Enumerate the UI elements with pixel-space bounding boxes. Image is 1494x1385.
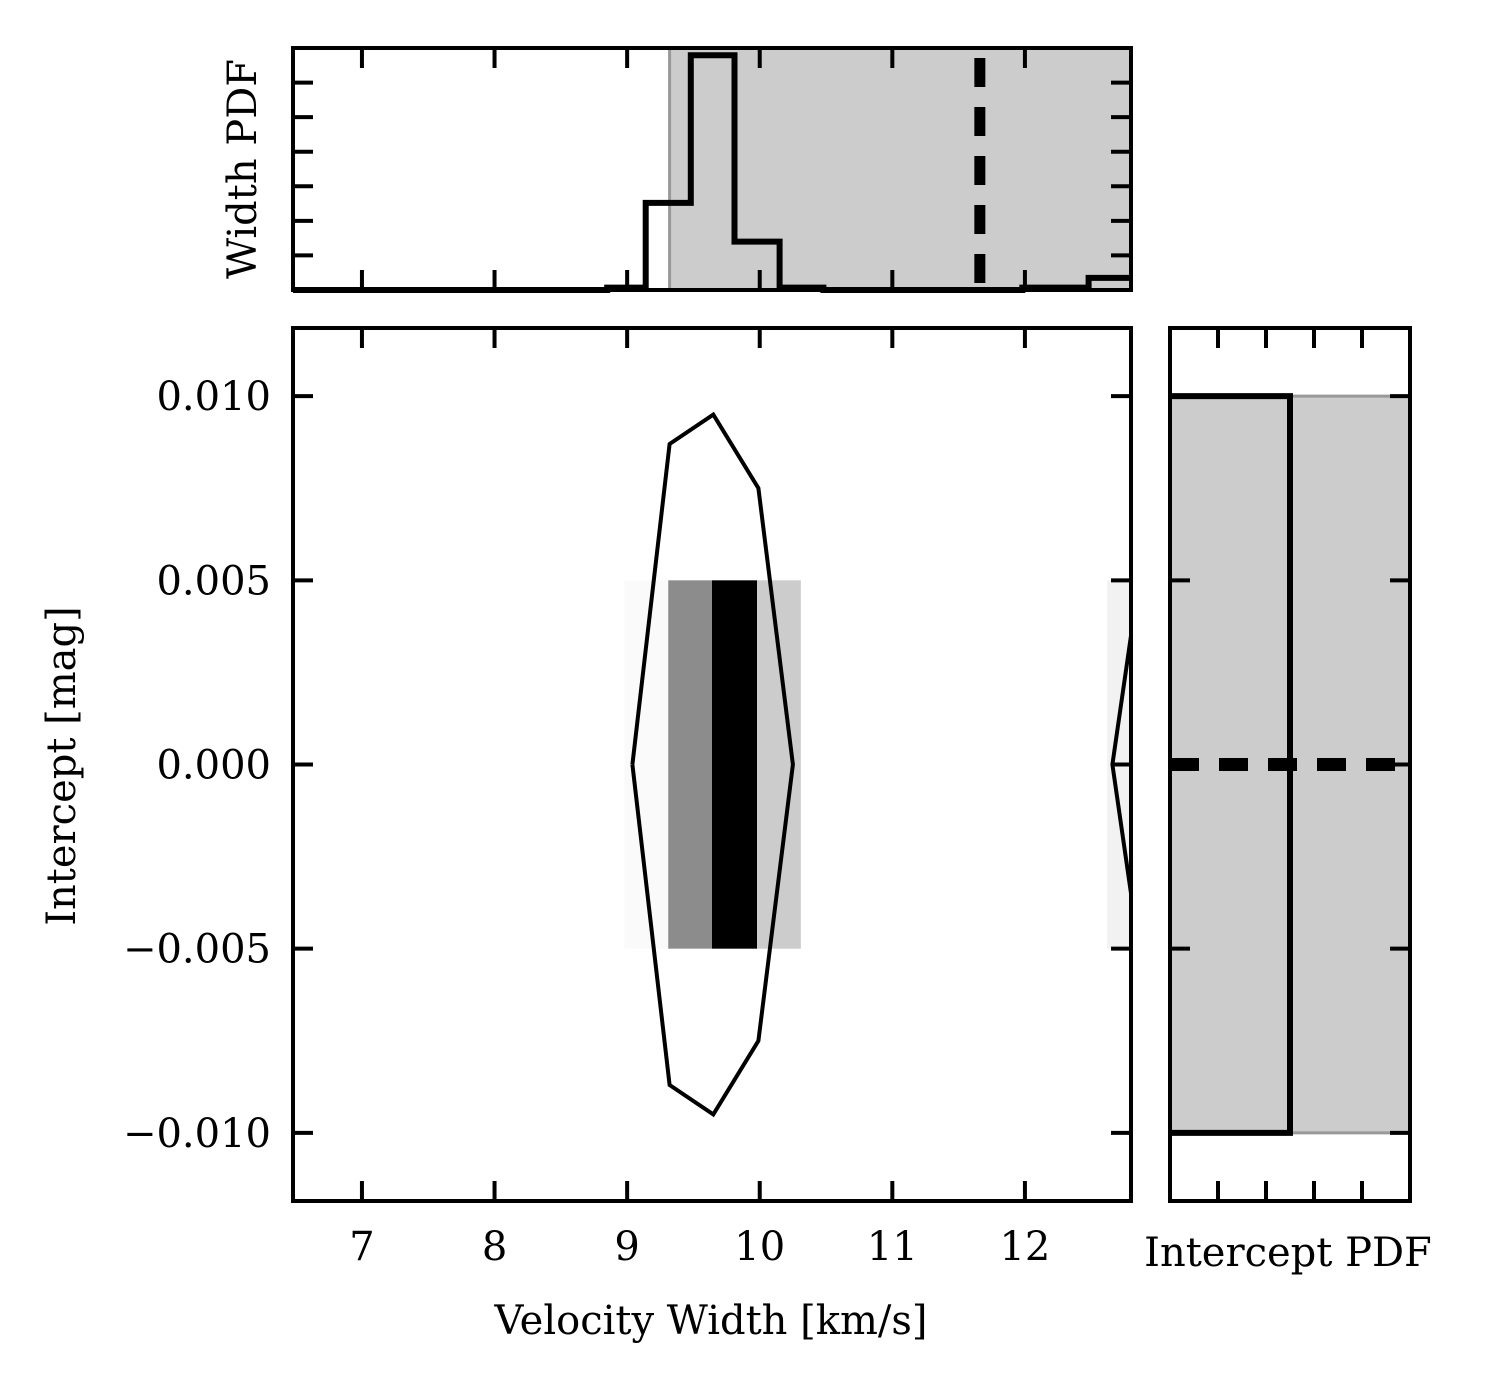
heatmap-cell (712, 580, 758, 949)
right-frame (1168, 326, 1412, 1203)
x-tick-labels: 7 8 9 10 11 12 (349, 1224, 1050, 1270)
top-marginal-panel: Width PDF (220, 46, 1133, 293)
heatmap-cells (624, 580, 1131, 949)
top-shaded-interval (669, 48, 1131, 290)
y-axis-label: Intercept [mag] (39, 606, 85, 926)
main-frame (291, 326, 1133, 1203)
x-tick-label: 9 (614, 1224, 639, 1270)
joint-panel: 7 8 9 10 11 12 −0.010 −0.005 0.000 0.005 0.010 Ve… (39, 326, 1133, 1344)
right-x-axis-label: Intercept PDF (1144, 1230, 1432, 1276)
right-marginal-panel: Intercept PDF (1144, 326, 1432, 1276)
x-tick-label: 11 (867, 1224, 918, 1270)
top-frame (291, 46, 1133, 292)
y-tick-label: 0.005 (156, 558, 271, 604)
right-ticks (1170, 328, 1410, 1201)
y-tick-label: 0.000 (156, 743, 271, 789)
top-ticks (293, 48, 1131, 290)
y-tick-label: 0.010 (156, 374, 271, 420)
x-tick-label: 12 (999, 1224, 1050, 1270)
y-tick-label: −0.005 (123, 927, 271, 973)
y-tick-labels: −0.010 −0.005 0.000 0.005 0.010 (123, 374, 271, 1157)
x-axis-label: Velocity Width [km/s] (493, 1298, 927, 1344)
x-tick-label: 10 (734, 1224, 785, 1270)
x-tick-label: 8 (482, 1224, 507, 1270)
right-histogram-step (1170, 393, 1293, 1136)
top-histogram-step (293, 52, 1131, 293)
y-tick-label: −0.010 (123, 1111, 271, 1157)
main-ticks (293, 328, 1131, 1201)
contour-line (630, 411, 795, 1118)
x-tick-label: 7 (349, 1224, 374, 1270)
top-y-axis-label: Width PDF (220, 59, 266, 279)
heatmap-cell (668, 580, 712, 949)
